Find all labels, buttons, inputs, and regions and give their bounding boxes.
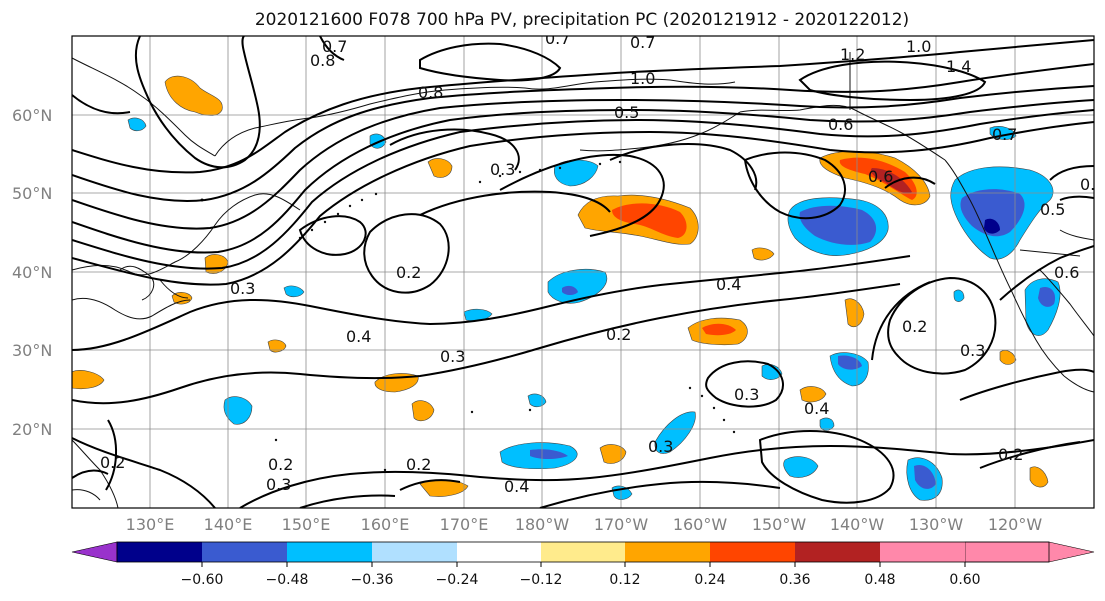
- lon-label: 140°W: [830, 515, 885, 534]
- colorbar-segment: [287, 542, 372, 562]
- contour-label: 0.6: [828, 115, 853, 134]
- contour-label: 0.3: [440, 347, 465, 366]
- colorbar-segment: [541, 542, 625, 562]
- lat-label: 40°N: [12, 263, 52, 282]
- colorbar-tick-label: −0.24: [436, 572, 479, 588]
- lon-label: 160°E: [361, 515, 410, 534]
- colorbar-extend-min: [71, 541, 118, 563]
- contour-label: 0.5: [1040, 200, 1065, 219]
- contour-label: 0.6: [1054, 263, 1079, 282]
- colorbar-segment: [457, 542, 541, 562]
- colorbar-tick-label: 0.12: [609, 572, 640, 588]
- contour-label: 0.4: [716, 275, 741, 294]
- contour-label: 0.5: [614, 103, 639, 122]
- contour-label: 0.3: [490, 160, 515, 179]
- lon-label: 130°W: [909, 515, 964, 534]
- contour-label: 0.7: [545, 29, 570, 48]
- lon-label: 150°E: [282, 515, 331, 534]
- colorbar-tick-label: 0.36: [779, 572, 810, 588]
- contour-label: 0.4: [346, 327, 371, 346]
- pv-contours: [72, 36, 1094, 508]
- contour-label: 0.6: [868, 167, 893, 186]
- contour-label: 0.7: [992, 125, 1017, 144]
- contour-label: 0.3: [734, 385, 759, 404]
- contour-label: 1.4: [946, 57, 971, 76]
- latitude-labels: 60°N 50°N 40°N 30°N 20°N: [12, 106, 52, 439]
- contour-label: 0.3: [960, 341, 985, 360]
- contour-label: 1.0: [906, 37, 931, 56]
- lat-label: 20°N: [12, 420, 52, 439]
- colorbar-segment: [372, 542, 457, 562]
- lon-label: 150°W: [752, 515, 807, 534]
- colorbar-segment: [117, 542, 202, 562]
- colorbar-tick-label: −0.12: [520, 572, 563, 588]
- contour-label: 0.8: [310, 51, 335, 70]
- contour-label: 0.3: [648, 437, 673, 456]
- colorbar-segment: [710, 542, 795, 562]
- colorbar-tick-label: −0.36: [351, 572, 394, 588]
- colorbar-tick-label: 0.24: [694, 572, 725, 588]
- lon-label: 120°W: [988, 515, 1043, 534]
- contour-label: 0.7: [630, 33, 655, 52]
- contour-label: 0.4: [804, 399, 829, 418]
- lon-label: 160°W: [673, 515, 728, 534]
- graticule: [72, 36, 1094, 508]
- contour-label: 0.2: [606, 325, 631, 344]
- map-area: 0.7 0.8 0.7 0.7 1.2 1.0 1.4 1.0 0.8 0.5 …: [72, 29, 1105, 508]
- contour-label: 0.2: [396, 263, 421, 282]
- colorbar: −0.60 −0.48 −0.36 −0.24 −0.12 0.12 0.24 …: [71, 541, 1095, 588]
- colorbar-tick-label: −0.48: [266, 572, 309, 588]
- colorbar-tick-label: −0.60: [181, 572, 224, 588]
- lon-label: 170°W: [594, 515, 649, 534]
- contour-label: 0.7: [322, 37, 347, 56]
- contour-label: 0.2: [268, 455, 293, 474]
- longitude-labels: 130°E 140°E 150°E 160°E 170°E 180°W 170°…: [126, 515, 1043, 534]
- contour-label: 0.8: [418, 83, 443, 102]
- contour-label: 0.4: [504, 477, 529, 496]
- contour-label: 1.0: [630, 69, 655, 88]
- lat-label: 60°N: [12, 106, 52, 125]
- contour-label: 0.2: [998, 445, 1023, 464]
- contour-label: 0.6: [1080, 175, 1105, 194]
- contour-label: 0.2: [406, 455, 431, 474]
- lat-label: 30°N: [12, 341, 52, 360]
- contour-label: 0.3: [266, 475, 291, 494]
- contour-label: 1.2: [840, 45, 865, 64]
- contour-label: 0.3: [230, 279, 255, 298]
- contour-label: 0.2: [100, 453, 125, 472]
- map-title: 2020121600 F078 700 hPa PV, precipitatio…: [254, 10, 910, 30]
- contour-labels: 0.7 0.8 0.7 0.7 1.2 1.0 1.4 1.0 0.8 0.5 …: [100, 29, 1105, 496]
- map-frame: [71, 35, 1095, 509]
- colorbar-extend-max: [964, 541, 1095, 563]
- lat-label: 50°N: [12, 184, 52, 203]
- colorbar-segment: [880, 542, 965, 562]
- lon-label: 180°W: [515, 515, 570, 534]
- contour-label: 0.2: [902, 317, 927, 336]
- lon-label: 140°E: [204, 515, 253, 534]
- colorbar-segment: [625, 542, 710, 562]
- colorbar-tick-label: 0.48: [864, 572, 895, 588]
- colorbar-segment: [795, 542, 880, 562]
- lon-label: 170°E: [440, 515, 489, 534]
- lon-label: 130°E: [126, 515, 175, 534]
- colorbar-segment: [202, 542, 287, 562]
- colorbar-tick-label: 0.60: [949, 572, 980, 588]
